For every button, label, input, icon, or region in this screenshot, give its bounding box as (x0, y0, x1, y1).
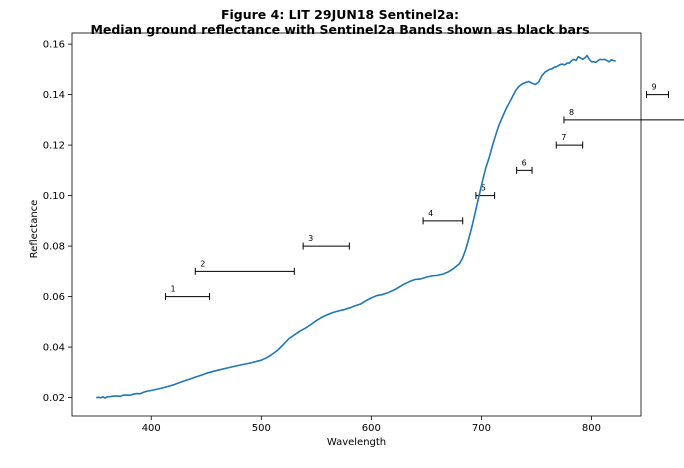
band-label: 5 (481, 184, 486, 193)
band-label: 1 (171, 285, 176, 294)
x-tick-label: 800 (582, 423, 601, 434)
y-tick-label: 0.10 (43, 191, 65, 202)
plot-frame (71, 32, 642, 417)
y-tick-label: 0.04 (43, 343, 65, 354)
y-tick-label: 0.12 (43, 141, 65, 152)
y-axis-ticks: 0.02 0.04 0.06 0.08 0.10 0.12 0.14 0.16 (43, 40, 72, 404)
band-label: 7 (561, 133, 566, 142)
band-label: 8 (569, 108, 574, 117)
x-tick-label: 400 (142, 423, 161, 434)
x-axis-label: Wavelength (327, 437, 386, 448)
x-axis-ticks: 400 500 600 700 800 (142, 416, 601, 434)
band-label: 3 (308, 234, 313, 243)
sentinel-bands: 1 2 3 4 5 6 7 8 9 (165, 83, 684, 301)
x-tick-label: 600 (362, 423, 381, 434)
band-label: 9 (652, 83, 657, 92)
y-axis-label: Reflectance (29, 200, 40, 259)
x-tick-label: 700 (472, 423, 491, 434)
reflectance-line (96, 54, 616, 399)
band-label: 4 (428, 209, 433, 218)
y-tick-label: 0.14 (43, 90, 65, 101)
y-tick-label: 0.16 (43, 40, 65, 51)
series-layer (96, 54, 616, 399)
chart-title-line2: Median ground reflectance with Sentinel2… (90, 22, 589, 37)
band-label: 2 (200, 259, 205, 268)
y-tick-label: 0.06 (43, 292, 65, 303)
chart-title-line1: Figure 4: LIT 29JUN18 Sentinel2a: (221, 7, 459, 22)
band-label: 6 (522, 158, 527, 167)
x-tick-label: 500 (252, 423, 271, 434)
y-tick-label: 0.02 (43, 393, 65, 404)
y-tick-label: 0.08 (43, 242, 65, 253)
